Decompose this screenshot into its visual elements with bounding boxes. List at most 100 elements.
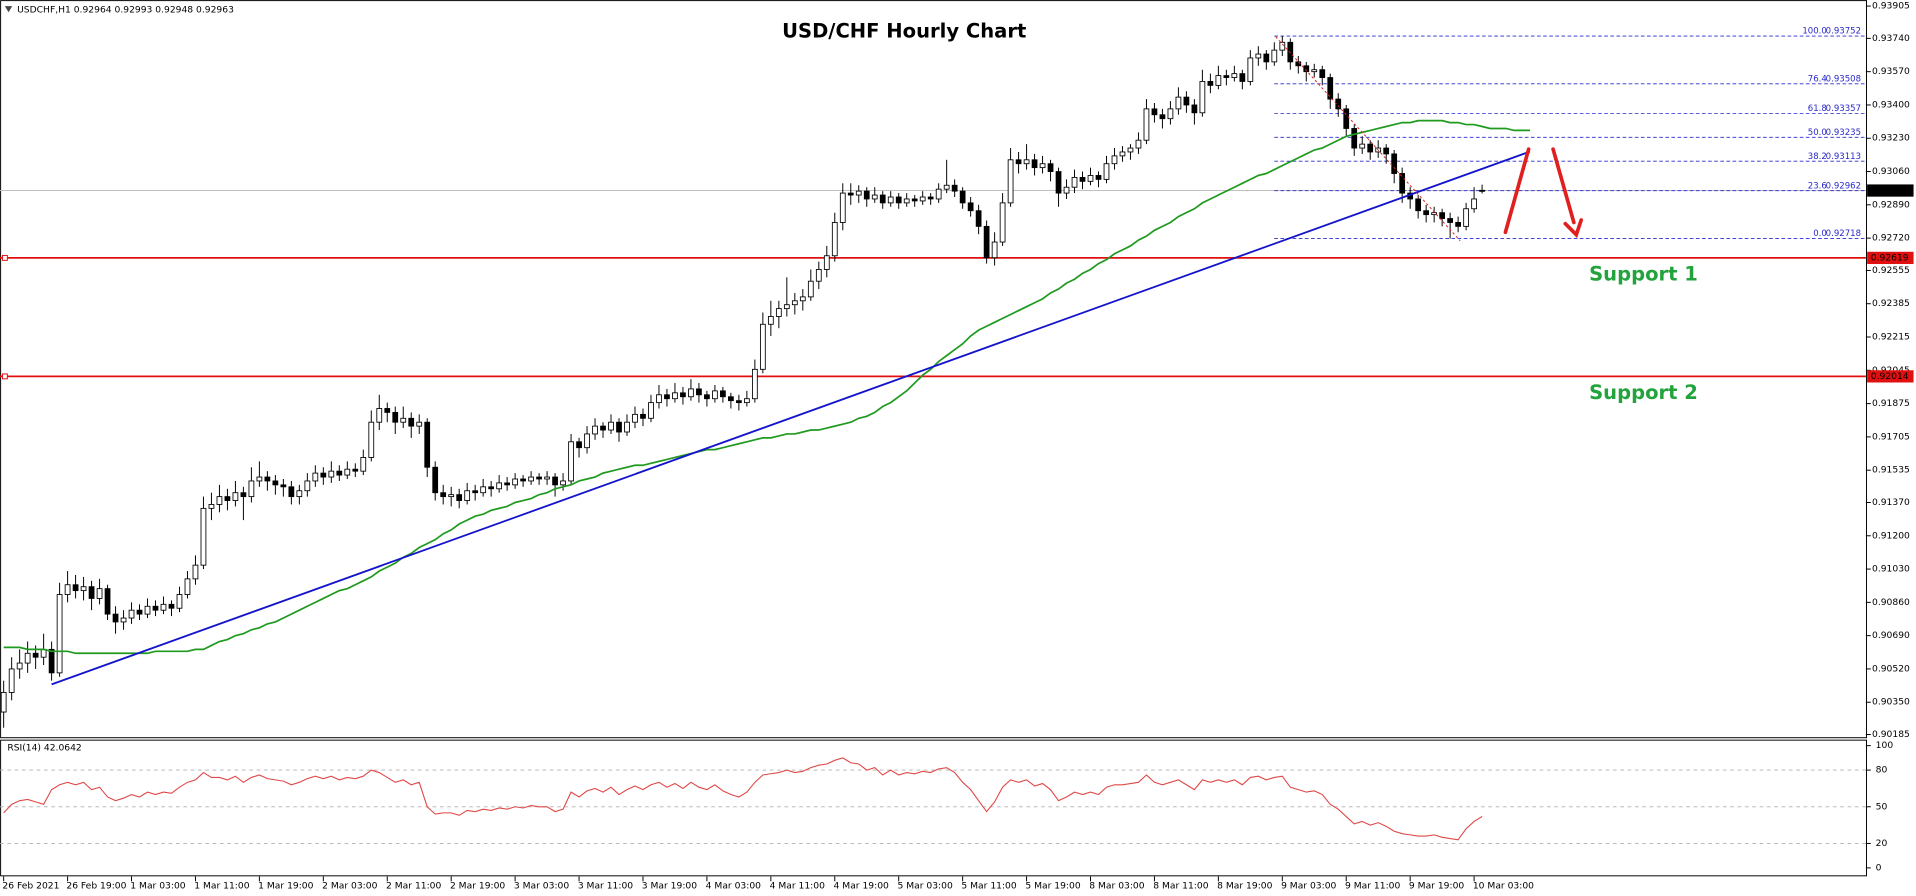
- candle-body: [192, 564, 199, 580]
- candle-body: [1119, 151, 1126, 157]
- candle-body: [136, 609, 143, 615]
- x-tick-label: 9 Mar 03:00: [1281, 881, 1336, 892]
- support-anchor: [1, 373, 8, 380]
- y-tick-label: 0.91705: [1872, 431, 1910, 442]
- candle-body: [1199, 81, 1206, 114]
- support-price-box: [1867, 251, 1914, 265]
- fib-value-label: 0.93235: [1826, 128, 1861, 138]
- candle-body: [1311, 69, 1318, 73]
- candle-body: [1055, 171, 1062, 194]
- candle-body: [1447, 218, 1453, 223]
- candle-body: [432, 466, 439, 494]
- candle-body: [168, 603, 175, 609]
- x-tick-label: 3 Mar 19:00: [642, 881, 697, 892]
- fib-level-label: 61.8: [1808, 104, 1827, 114]
- candle-body: [344, 468, 351, 476]
- candle-body: [240, 492, 247, 498]
- y-tick-label: 0.92215: [1872, 332, 1910, 343]
- candle-body: [320, 472, 327, 478]
- candle-body: [296, 490, 303, 498]
- support-annotation: Support 2: [1589, 381, 1698, 404]
- x-tick-label: 2 Mar 19:00: [450, 881, 505, 892]
- candle-body: [751, 368, 758, 400]
- candle-body: [815, 269, 822, 282]
- x-tick-label: 10 Mar 03:00: [1473, 881, 1534, 892]
- y-tick-label: 0.91875: [1872, 398, 1910, 409]
- rsi-y-tick-label: 100: [1876, 740, 1894, 751]
- candle-body: [935, 188, 942, 200]
- candle-body: [967, 202, 974, 212]
- fib-level-label: 50.0: [1808, 128, 1827, 138]
- candle-body: [672, 392, 678, 400]
- x-tick-label: 8 Mar 19:00: [1217, 881, 1272, 892]
- candle-body: [600, 425, 606, 431]
- y-tick-label: 0.90860: [1872, 597, 1910, 608]
- candle-body: [1039, 163, 1046, 169]
- candle-body: [999, 202, 1006, 243]
- support-price-label: 0.92619: [1871, 252, 1909, 263]
- support-annotation: Support 1: [1589, 263, 1698, 286]
- rsi-y-tick-label: 80: [1876, 765, 1888, 776]
- x-tick-label: 9 Mar 19:00: [1409, 881, 1464, 892]
- y-tick-label: 0.93060: [1872, 166, 1910, 177]
- candle-body: [975, 210, 982, 227]
- candle-body: [1087, 175, 1094, 182]
- candle-body: [775, 308, 782, 317]
- candle-body: [1279, 41, 1286, 51]
- candle-body: [440, 492, 447, 498]
- candle-body: [96, 588, 103, 599]
- x-tick-label: 3 Mar 11:00: [578, 881, 633, 892]
- rsi-y-tick-label: 50: [1876, 801, 1888, 812]
- candle-body: [1007, 159, 1014, 204]
- candle-body: [983, 225, 990, 259]
- y-tick-label: 0.91200: [1872, 530, 1910, 541]
- candle-body: [1239, 73, 1246, 82]
- rsi-header: RSI(14) 42.0642: [7, 743, 81, 754]
- y-tick-label: 0.92555: [1872, 265, 1910, 276]
- candle-body: [552, 476, 558, 486]
- candle-body: [1151, 108, 1158, 116]
- candle-body: [1327, 77, 1334, 100]
- candle-body: [839, 192, 846, 223]
- x-tick-label: 1 Mar 03:00: [130, 881, 185, 892]
- candle-body: [288, 486, 295, 498]
- current-price-label: 0.92963: [1871, 185, 1909, 196]
- candle-body: [376, 408, 383, 423]
- fib-level-label: 76.4: [1808, 74, 1827, 84]
- candle-body: [1215, 75, 1222, 86]
- candle-body: [400, 417, 407, 423]
- candle-body: [911, 198, 918, 202]
- fib-value-label: 0.93113: [1826, 152, 1861, 162]
- candle-body: [336, 470, 343, 476]
- candle-body: [512, 478, 518, 486]
- fib-value-label: 0.92962: [1826, 181, 1861, 191]
- candle-body: [104, 588, 111, 615]
- candle-body: [1479, 189, 1485, 192]
- candle-body: [176, 594, 183, 609]
- x-tick-label: 8 Mar 11:00: [1153, 881, 1208, 892]
- fib-value-label: 0.93357: [1826, 104, 1861, 114]
- trendline: [51, 150, 1531, 686]
- candle-body: [536, 476, 542, 480]
- candle-body: [0, 692, 7, 713]
- candle-body: [312, 472, 319, 482]
- candle-body: [264, 476, 271, 482]
- x-tick-label: 4 Mar 11:00: [770, 881, 825, 892]
- x-tick-label: 3 Mar 03:00: [514, 881, 569, 892]
- candle-body: [216, 496, 223, 505]
- candle-body: [480, 486, 487, 494]
- x-tick-label: 26 Feb 2021: [2, 881, 59, 892]
- chart-title: USD/CHF Hourly Chart: [782, 19, 1026, 42]
- fib-level-label: 23.6: [1808, 181, 1827, 191]
- y-tick-label: 0.91535: [1872, 465, 1910, 476]
- candle-body: [184, 578, 191, 595]
- fib-value-label: 0.92718: [1826, 229, 1861, 239]
- candle-body: [472, 490, 479, 494]
- candle-body: [544, 476, 550, 480]
- candle-body: [855, 190, 862, 196]
- candle-body: [392, 411, 399, 423]
- x-tick-label: 1 Mar 11:00: [194, 881, 249, 892]
- candle-body: [1079, 176, 1086, 182]
- candle-body: [1423, 210, 1430, 216]
